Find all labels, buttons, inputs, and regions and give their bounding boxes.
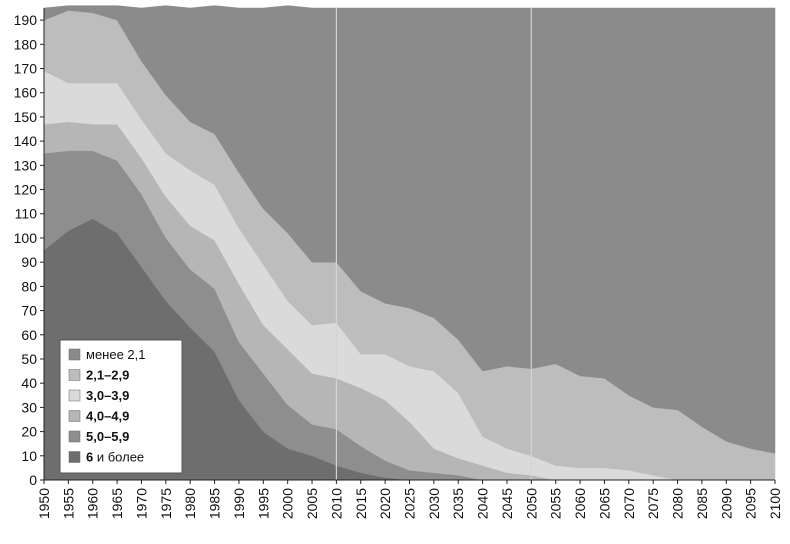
- legend-label-менее-2-1: менее 2,1: [86, 347, 146, 362]
- legend-swatch-6-и-более: [68, 451, 81, 463]
- x-tick-label: 1975: [158, 488, 174, 519]
- x-tick-label: 2010: [328, 488, 344, 519]
- x-tick-label: 1990: [231, 488, 247, 519]
- x-tick-label: 2015: [353, 488, 369, 519]
- y-tick-label: 150: [14, 109, 38, 125]
- y-tick-label: 130: [14, 157, 38, 173]
- x-tick-label: 2020: [377, 488, 393, 519]
- x-axis-ticks: 1950 1955 1960 1965 1970 1975 1980 1985 1990 1995…: [36, 480, 783, 519]
- legend-swatch-менее-2-1: [68, 348, 81, 361]
- reference-lines: [335, 8, 532, 480]
- y-tick-label: 180: [14, 36, 38, 52]
- y-tick-label: 80: [21, 278, 37, 294]
- x-tick-label: 2070: [621, 488, 637, 519]
- legend-swatch-5-0-5-9: [68, 430, 81, 443]
- y-tick-label: 70: [21, 303, 37, 319]
- x-tick-label: 2090: [718, 488, 734, 519]
- legend-swatch-2-1-2-9: [68, 369, 81, 381]
- y-tick-label: 170: [14, 61, 38, 77]
- legend-label-2-1-2-9: 2,1–2,9: [86, 368, 129, 383]
- y-tick-label: 100: [14, 230, 38, 246]
- x-tick-label: 2030: [426, 488, 442, 519]
- legend-label-5-0-5-9: 5,0–5,9: [86, 429, 129, 444]
- legend: менее 2,1 2,1–2,9 3,0–3,9 4,0–4,9 5,0–5,9 6 и…: [59, 339, 183, 474]
- x-tick-label: 2000: [280, 488, 296, 519]
- legend-label-6-и-более: 6 и более: [86, 450, 144, 465]
- y-tick-label: 0: [29, 472, 37, 488]
- x-tick-label: 2060: [572, 488, 588, 519]
- x-tick-label: 2085: [694, 488, 710, 519]
- y-tick-label: 160: [14, 85, 38, 101]
- legend-label-4-0-4-9: 4,0–4,9: [86, 409, 129, 424]
- x-tick-label: 1970: [133, 488, 149, 519]
- legend-box: [59, 339, 183, 474]
- area-layers: [43, 5, 776, 481]
- x-tick-label: 2055: [548, 488, 564, 519]
- y-tick-label: 90: [21, 254, 37, 270]
- x-tick-label: 2050: [523, 488, 539, 519]
- x-tick-label: 1995: [255, 488, 271, 519]
- y-tick-label: 120: [14, 182, 38, 198]
- y-tick-label: 110: [15, 206, 38, 222]
- x-tick-label: 2075: [645, 488, 661, 519]
- x-tick-label: 2005: [304, 488, 320, 519]
- y-tick-label: 20: [21, 424, 37, 440]
- x-tick-label: 2045: [499, 488, 515, 519]
- x-tick-label: 1980: [182, 488, 198, 519]
- legend-swatch-4-0-4-9: [68, 410, 81, 422]
- x-tick-label: 1955: [60, 488, 76, 519]
- y-tick-label: 10: [21, 448, 37, 464]
- y-tick-label: 190: [14, 12, 38, 28]
- x-tick-label: 2100: [767, 488, 783, 519]
- x-tick-label: 1950: [36, 488, 52, 519]
- x-tick-label: 1960: [85, 488, 101, 519]
- x-tick-label: 2035: [450, 488, 466, 519]
- x-tick-label: 2065: [596, 488, 612, 519]
- y-axis-ticks: 0 10 20 30 40 50 60 70 80 90 100 110 120 130 140 150 160…: [14, 12, 44, 488]
- area-менее-2-1: [43, 5, 776, 454]
- x-tick-label: 2095: [743, 488, 759, 519]
- x-tick-label: 1965: [109, 488, 125, 519]
- x-tick-label: 2025: [402, 488, 418, 519]
- y-tick-label: 50: [21, 351, 37, 367]
- y-tick-label: 60: [21, 327, 37, 343]
- x-tick-label: 2080: [670, 488, 686, 519]
- y-tick-label: 140: [14, 133, 38, 149]
- y-tick-label: 40: [21, 375, 37, 391]
- legend-label-3-0-3-9: 3,0–3,9: [86, 388, 129, 403]
- x-tick-label: 2040: [475, 488, 491, 519]
- legend-swatch-3-0-3-9: [68, 389, 81, 402]
- y-tick-label: 30: [21, 399, 37, 415]
- x-tick-label: 1985: [207, 488, 223, 519]
